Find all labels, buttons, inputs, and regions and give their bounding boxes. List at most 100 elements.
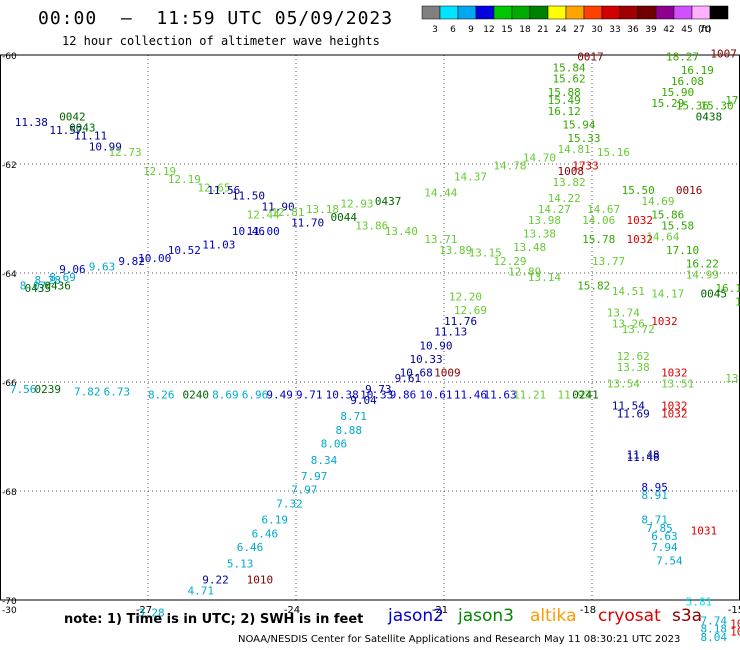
data-point-label: 15.82 — [577, 279, 610, 292]
data-point-label: 0435 — [25, 282, 51, 295]
data-point-label: 8.07 — [20, 279, 47, 292]
data-point-label: 15.88 — [548, 86, 581, 99]
page-subtitle: 12 hour collection of altimeter wave hei… — [62, 34, 380, 48]
data-point-label: 1032 — [661, 407, 688, 420]
data-point-label: 14.81 — [557, 143, 590, 156]
color-scale-legend: 3 6 9 12 15 18 21 24 27 30 33 36 39 42 45 70(ft) — [421, 5, 729, 35]
data-point-label: 8.69 — [49, 271, 75, 284]
data-point-label: 6.96 — [242, 388, 269, 401]
data-point-label: 11.70 — [291, 217, 324, 230]
legend-label: 24 — [555, 25, 567, 35]
data-point-label: 7.85 — [646, 522, 673, 535]
satellite-label: jason2 — [388, 606, 444, 626]
data-point-label: 13.72 — [622, 323, 655, 336]
data-point-label: 13.54 — [607, 377, 640, 390]
data-point-label: 16.12 — [548, 105, 581, 118]
data-point-label: 1032 — [661, 367, 688, 380]
data-point-label: 13.89 — [439, 244, 472, 257]
data-point-label: 15.31 — [735, 296, 740, 309]
x-tick-label: -15 — [728, 605, 740, 616]
data-point-label: 12.93 — [340, 198, 373, 211]
data-point-label: 8.06 — [321, 437, 348, 450]
data-point-label: 4.71 — [187, 585, 214, 598]
data-point-label: 14.51 — [612, 285, 645, 298]
legend-swatch — [493, 5, 513, 20]
data-point-label: 12.29 — [493, 255, 526, 268]
data-point-label: 9.49 — [266, 388, 293, 401]
data-point-label: 15.84 — [553, 61, 586, 74]
legend-label: 15 — [501, 25, 512, 35]
data-point-label: 12.73 — [109, 146, 142, 159]
credit-line: NOAA/NESDIS Center for Satellite Applica… — [238, 634, 681, 645]
data-point-label: 6.46 — [252, 527, 279, 540]
data-point-label: 11.57 — [49, 124, 82, 137]
data-point-label: 15.33 — [567, 132, 600, 145]
satellite-label: s3a — [672, 606, 703, 626]
data-point-label: 1733 — [572, 159, 599, 172]
legend-swatch — [457, 5, 477, 20]
data-point-label: 16.08 — [671, 75, 704, 88]
data-point-label: 11.50 — [232, 189, 265, 202]
data-point-label: 11.03 — [202, 238, 235, 251]
data-point-label: 13.14 — [528, 271, 561, 284]
data-point-label: 7.74 — [701, 615, 728, 628]
legend-swatch — [691, 5, 711, 20]
data-point-label: 15.30 — [701, 100, 734, 113]
data-point-label: 1009 — [434, 367, 461, 380]
data-point-label: 8.18 — [701, 623, 728, 636]
data-point-label: 0436 — [44, 279, 71, 292]
y-tick-label: -64 — [2, 270, 17, 280]
data-point-label: 0042 — [59, 110, 85, 123]
data-point-label: 8.91 — [641, 489, 668, 502]
data-point-label: 0043 — [69, 121, 96, 134]
data-point-label: 16.22 — [686, 258, 719, 271]
data-point-label: 0240 — [183, 388, 210, 401]
data-point-label: 6.46 — [237, 541, 263, 554]
data-point-label: 9.61 — [395, 372, 422, 385]
x-tick-label: -27 — [136, 605, 152, 616]
legend-label: 39 — [645, 25, 657, 35]
data-point-label: 0438 — [696, 110, 723, 123]
data-point-label: 8.69 — [212, 388, 239, 401]
data-point-label: 10.33 — [409, 353, 442, 366]
data-point-label: 8.26 — [148, 388, 175, 401]
data-point-label: 14.44 — [424, 187, 457, 200]
data-point-label: 8.71 — [340, 410, 367, 423]
data-point-label: 15.90 — [661, 86, 694, 99]
data-point-label: 1007 — [710, 48, 737, 61]
data-point-label: 14.69 — [641, 195, 674, 208]
data-point-label: 8.04 — [701, 631, 728, 644]
data-point-label: 15.62 — [553, 72, 586, 85]
data-point-label: 1010 — [247, 574, 274, 587]
legend-swatch — [475, 5, 495, 20]
data-point-label: 10.38 — [326, 388, 359, 401]
legend-label: 27 — [573, 25, 584, 35]
data-point-label: 13.18 — [306, 203, 339, 216]
page-title: 00:00 – 11:59 UTC 05/09/2023 — [38, 8, 394, 29]
legend-label: 36 — [627, 25, 639, 35]
y-tick-label: -62 — [2, 161, 17, 171]
y-tick-label: -66 — [2, 379, 17, 389]
data-point-label: 6.73 — [104, 386, 131, 399]
legend-label: 3 — [432, 25, 438, 35]
data-point-label: 0241 — [572, 388, 599, 401]
data-point-label: 103 — [730, 625, 740, 638]
data-point-label: 13.74 — [607, 307, 640, 320]
data-point-label: 10.99 — [89, 140, 122, 153]
data-point-label: 0239 — [35, 383, 62, 396]
x-tick-label: -24 — [284, 605, 300, 616]
data-point-label: 13.40 — [385, 225, 418, 238]
data-point-label: 10.61 — [419, 388, 452, 401]
data-point-label: 16.19 — [681, 64, 714, 77]
data-point-label: 12.62 — [617, 350, 650, 363]
data-point-label: 10.90 — [419, 339, 452, 352]
legend-swatch — [619, 5, 639, 20]
legend-swatch — [529, 5, 549, 20]
data-point-label: 10.33 — [360, 388, 393, 401]
legend-label: 12 — [483, 25, 494, 35]
data-point-label: 13.38 — [523, 228, 556, 241]
data-point-label: 13.48 — [513, 241, 546, 254]
data-point-label: 16.13 — [715, 282, 740, 295]
x-tick-label: -21 — [432, 605, 448, 616]
data-point-label: 13.77 — [592, 255, 625, 268]
